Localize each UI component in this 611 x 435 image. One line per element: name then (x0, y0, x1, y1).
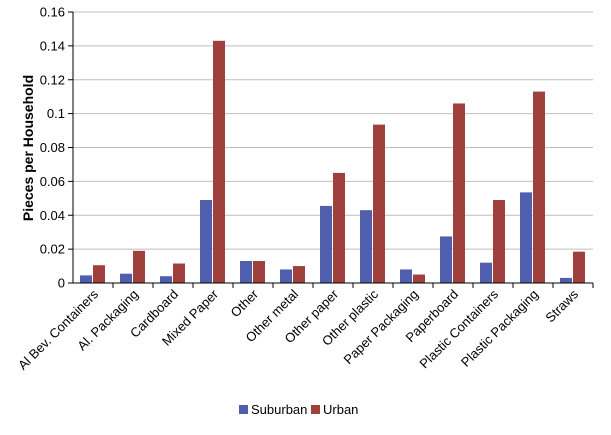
bar-urban-8 (413, 274, 425, 283)
bar-suburban-12 (560, 277, 572, 283)
bar-suburban-1 (120, 273, 132, 283)
y-tick-labels: 0 0.02 0.04 0.06 0.08 0.1 0.12 0.14 0.16 (40, 5, 65, 291)
y-tick-label: 0.14 (40, 38, 65, 53)
y-tick-label: 0.04 (40, 208, 65, 223)
bar-urban-9 (453, 103, 465, 284)
bar-suburban-8 (400, 269, 412, 283)
bar-urban-11 (533, 91, 545, 283)
bar-urban-0 (93, 265, 105, 283)
bar-suburban-3 (200, 200, 212, 283)
bar-urban-7 (373, 124, 385, 284)
y-tick-label: 0.06 (40, 174, 65, 189)
bars (80, 40, 585, 284)
x-category-label: Plastic Packaging (458, 287, 541, 370)
bar-suburban-11 (520, 192, 532, 283)
bar-urban-5 (293, 266, 305, 283)
y-tick-label: 0 (58, 276, 65, 291)
bar-suburban-10 (480, 262, 492, 283)
y-tick-label: 0.02 (40, 242, 65, 257)
bar-suburban-2 (160, 276, 172, 283)
y-tick-label: 0.16 (40, 5, 65, 20)
y-tick-label: 0.12 (40, 72, 65, 87)
bar-urban-10 (493, 200, 505, 283)
bar-suburban-0 (80, 275, 92, 283)
bar-urban-12 (573, 251, 585, 283)
bar-urban-4 (253, 260, 265, 283)
bar-urban-1 (133, 250, 145, 283)
axes (68, 11, 594, 288)
x-category-label: Straws (542, 286, 581, 325)
bar-urban-6 (333, 172, 345, 283)
bar-suburban-6 (320, 205, 332, 283)
bar-suburban-9 (440, 236, 452, 283)
x-category-label: Other (228, 286, 262, 320)
legend-swatch-suburban (239, 405, 248, 414)
legend-swatch-urban (311, 405, 320, 414)
y-tick-label: 0.1 (47, 106, 65, 121)
legend: Suburban Urban (239, 402, 358, 417)
legend-label-suburban: Suburban (251, 402, 307, 417)
bar-urban-2 (173, 263, 185, 283)
y-tick-label: 0.08 (40, 140, 65, 155)
bar-suburban-5 (280, 269, 292, 283)
bar-urban-3 (213, 40, 225, 284)
bar-suburban-7 (360, 210, 372, 283)
y-axis-title: Pieces per Household (20, 75, 36, 221)
bar-suburban-4 (240, 260, 252, 283)
legend-label-urban: Urban (323, 402, 358, 417)
